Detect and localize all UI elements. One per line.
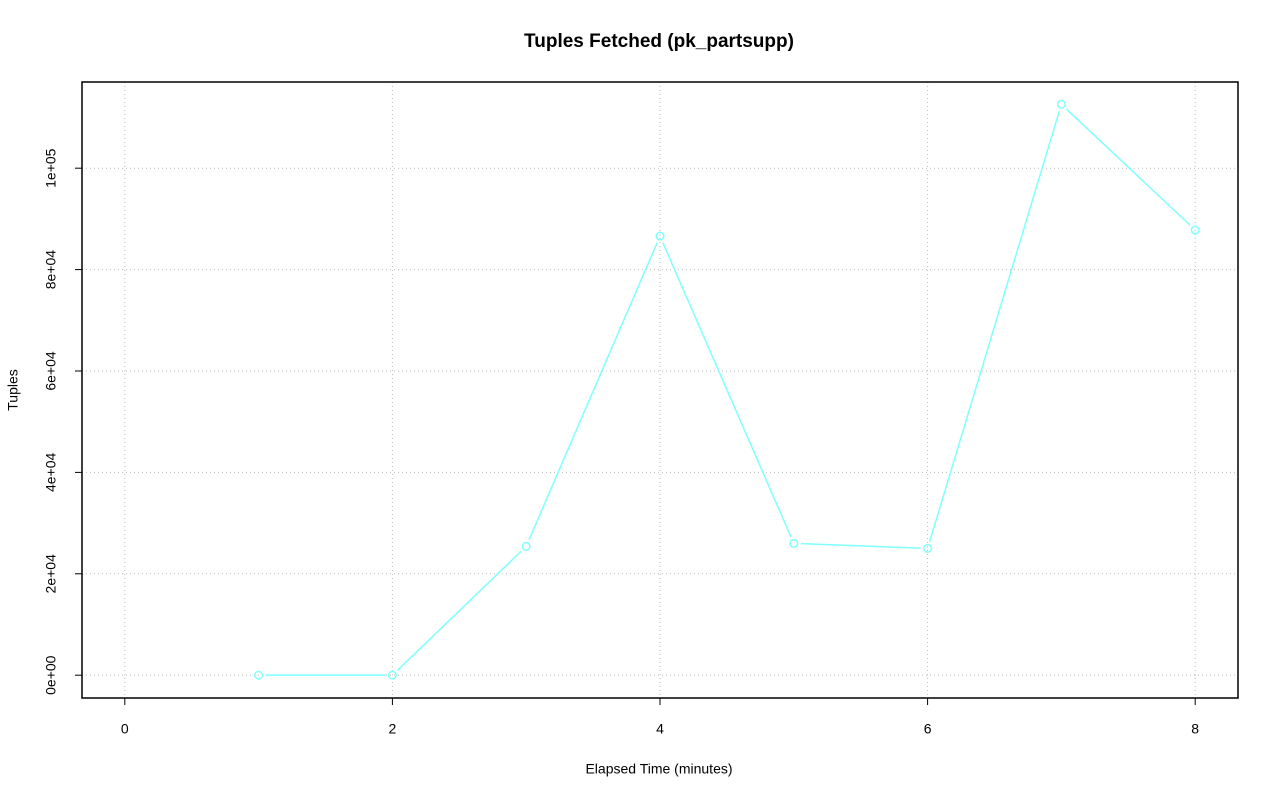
data-point bbox=[1056, 99, 1066, 109]
y-axis-label: Tuples bbox=[5, 369, 21, 411]
y-tick-label: 6e+04 bbox=[43, 351, 59, 391]
y-tick-label: 8e+04 bbox=[43, 250, 59, 290]
x-tick-label: 8 bbox=[1191, 721, 1199, 737]
x-tick-label: 6 bbox=[924, 721, 932, 737]
data-point bbox=[521, 541, 531, 551]
data-point bbox=[254, 670, 264, 680]
data-point bbox=[1190, 225, 1200, 235]
y-tick-label: 1e+05 bbox=[43, 148, 59, 188]
x-tick-label: 2 bbox=[389, 721, 397, 737]
chart-title: Tuples Fetched (pk_partsupp) bbox=[524, 31, 794, 52]
data-point bbox=[789, 538, 799, 548]
y-tick-label: 0e+00 bbox=[43, 655, 59, 695]
x-tick-label: 4 bbox=[656, 721, 664, 737]
data-line bbox=[265, 108, 1191, 676]
x-axis-label: Elapsed Time (minutes) bbox=[585, 761, 732, 777]
x-tick-label: 0 bbox=[121, 721, 129, 737]
data-point bbox=[387, 670, 397, 680]
y-tick-label: 2e+04 bbox=[43, 554, 59, 594]
y-tick-label: 4e+04 bbox=[43, 453, 59, 493]
data-point bbox=[655, 231, 665, 241]
data-point bbox=[923, 543, 933, 553]
plot-frame bbox=[81, 81, 1239, 699]
